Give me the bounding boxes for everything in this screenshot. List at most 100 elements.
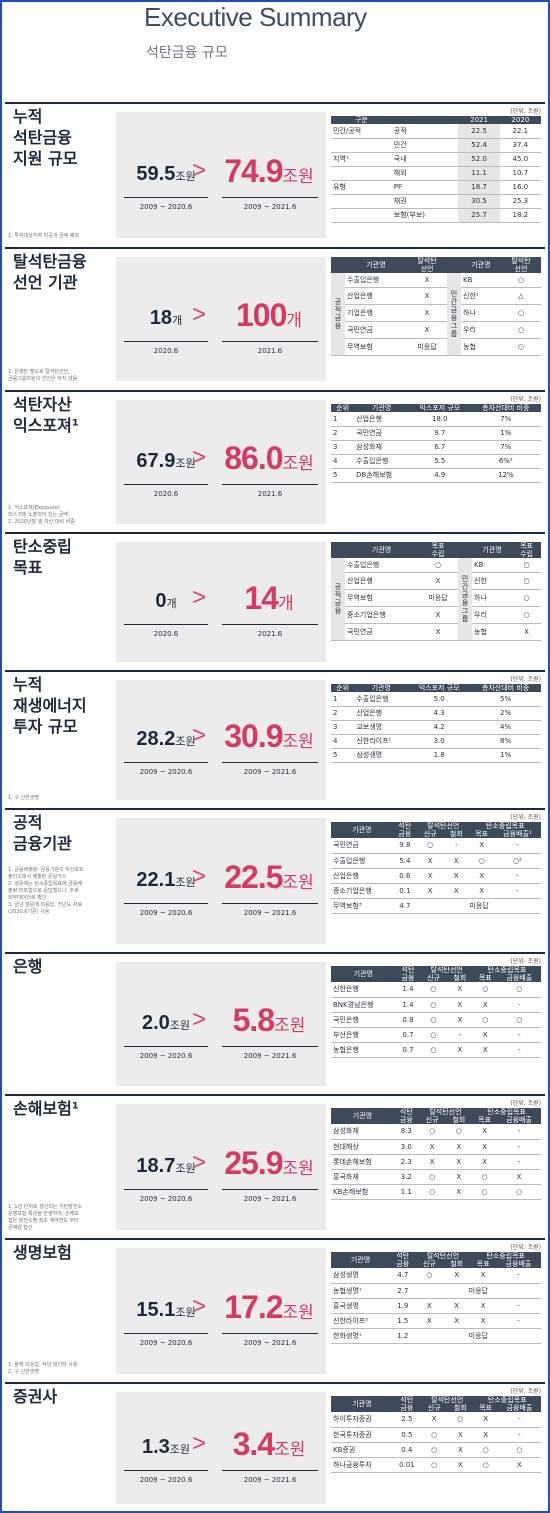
table-cell: 신한¹ [461,287,501,305]
table-group-header: 탈석탄선언 [421,1396,474,1404]
comparison-box: 2.0조원 >5.8조원 2009 ~ 2020.6 2009 ~ 2021.6 [116,962,326,1086]
table-cell: 1.4 [395,982,421,998]
table-cell: - [497,1027,541,1043]
table-row: 무역보험³ 4.7 미응답 [331,898,541,914]
group-label-private: 민간금융그룹 [458,558,473,641]
section-title: 탄소중립 목표 [13,537,72,577]
table-cell: ○ [472,1184,498,1200]
section-footnote: 1. 올해 미응답, 작년 데이터 사용 2. 구 신한생명 [8,1362,78,1375]
table-cell: 산업은행 [345,572,419,590]
table-row: KB손해보험 1.1 ○ X ○ ○ [331,1184,541,1200]
table-cell: X [442,1268,471,1284]
table-cell: 4 [331,454,355,469]
table-cell: X [415,1313,443,1329]
table-cell: - [495,1298,541,1314]
table-header-cell: 신규 [420,974,447,982]
section-title: 손해보험¹ [13,1099,79,1118]
table-cell: 하나 [461,304,501,322]
table-header-cell: 순위 [331,684,355,692]
table-cell: - [446,1027,473,1043]
table-cell: X [497,1457,541,1473]
table-cell: 22.5 [458,124,500,139]
table-cell: 1.5 [390,1313,416,1329]
table-cell: 22.1 [499,124,541,139]
table-cell: 신한라이프² [331,1313,391,1329]
table-header-cell: 기관명 [345,257,408,273]
table-header-cell: 목표 수립 [512,542,541,558]
table-header-cell [331,257,345,273]
divider-after [222,341,318,342]
data-table-renew: 순위 기관명 익스포저 규모 총자산대비 비중 1 수출입은행 5.0 5% 2 산업은행 4.3 2… [331,684,541,763]
table-cell: 현대해상 [331,1139,394,1155]
table-cell: 무역보험 [345,589,419,607]
data-table-bank: 기관명 석탄 금융 탈석탄선언 탄소중립목표 신규 철회 목표 금융배출 신한은행 1.4 ○ X ○ ○… [331,966,541,1058]
comparison-box: 1.3조원 >3.4조원 2009 ~ 2020.6 2009 ~ 2021.6 [116,1392,326,1504]
table-cell: X [421,1412,448,1428]
section-footnote: 1. 1년 단위로 갱신되는 석탄발전소 운영보험 특성을 반영하여, 손해보 … [8,1204,83,1231]
divider-after [222,1046,318,1047]
table-header-cell: 목표 수립 [418,542,459,558]
table-cell: - [497,1042,541,1058]
value-before: 67.9조원 [136,450,196,472]
period-after: 2009 ~ 2021.6 [243,1052,297,1060]
table-cell: 교보생명 [354,720,409,735]
table-cell: BNK경남은행 [331,997,396,1013]
table-cell: 5 [331,748,355,763]
period-after: 2009 ~ 2021.6 [243,1339,297,1347]
table-row: 4 신한라이프¹ 3.0 8% [331,734,541,749]
section-footnote: 1. 익스포져(Exposure) 리스크에 노출되어 있는 금액 2. 202… [8,505,75,525]
table-cell: 25.3 [499,194,541,209]
table-row: 신한라이프² 1.5 X X X - [331,1313,541,1329]
comparison-box: 18개 >100개 2020.6 2021.6 [116,257,326,381]
table-row: 2 산업은행 4.3 2% [331,706,541,721]
table-cell: 5.0 [408,692,471,707]
table-row: 민간/공적 공적 22.5 22.1 [331,124,541,139]
section-cumulative: 누적 석탄금융 지원 규모 1. 투자대상지역 미공개 금액 제외 59.5조원 >7… [5,102,545,244]
table-header-cell: 총자산대비 비중 [470,404,541,412]
table-cell: X [407,304,448,322]
table-cell: ○ [421,1442,448,1458]
table-cell: 1% [470,748,541,763]
value-before: 18.7조원 [136,1155,196,1177]
table-cell: X [407,287,448,305]
table-row: 보험(부보) 25.7 18.2 [331,208,541,223]
table-cell: 0.01 [392,1457,422,1473]
table-header-cell: 기관명 [345,542,419,558]
table-row: 국민연금 X 농협 X [331,623,541,641]
comparison-box: 59.5조원 >74.9조원 2009 ~ 2020.6 2009 ~ 2021.6 [116,112,326,238]
table-cell: 2.7 [390,1283,416,1299]
table-cell: 8% [470,734,541,749]
table-cell: 1.9 [390,1298,416,1314]
table-cell [331,194,392,209]
table-cell: ○ [420,982,447,998]
table-row: 3 교보생명 4.2 4% [331,720,541,735]
table-group-header: 탄소중립목표 [473,1396,541,1404]
table-header-cell: 철회 [446,974,473,982]
table-cell: △ [500,287,541,305]
table-cell: X [407,273,448,288]
table-header-cell: 목표 [472,1116,498,1124]
table-row: 흥국화재 3.2 ○ X ○ X [331,1169,541,1185]
table-cell: 국민은행 [331,1012,396,1028]
table-row: 농협은행 0.7 ○ X X - [331,1042,541,1058]
table-cell: 우리 [461,321,501,339]
table-cell: 6%² [470,454,541,469]
unit-label: (단위: 조원) [510,396,541,403]
table-header-cell: 기관명 [331,966,396,982]
unit-label: (단위: 조원) [510,958,541,965]
table-header-cell: 금융배출 [497,1116,541,1124]
table-cell: 부산은행 [331,1027,396,1043]
table-row: 롯데손해보험 2.3 X X X - [331,1154,541,1170]
value-before: 1.3조원 [141,1436,191,1458]
section-title: 은행 [13,957,43,976]
table-cell: 10.7 [499,166,541,181]
period-before: 2009 ~ 2020.6 [139,768,193,776]
table-cell: 4.9 [408,468,471,483]
table-cell: 18.2 [499,208,541,223]
table-cell: 수출입은행 [354,454,409,469]
divider-before [124,762,208,763]
table-group-header: 탈석탄선언 [415,1252,471,1260]
table-cell: 30.5 [458,194,500,209]
table-cell: - [497,1139,541,1155]
table-cell: X [473,997,498,1013]
